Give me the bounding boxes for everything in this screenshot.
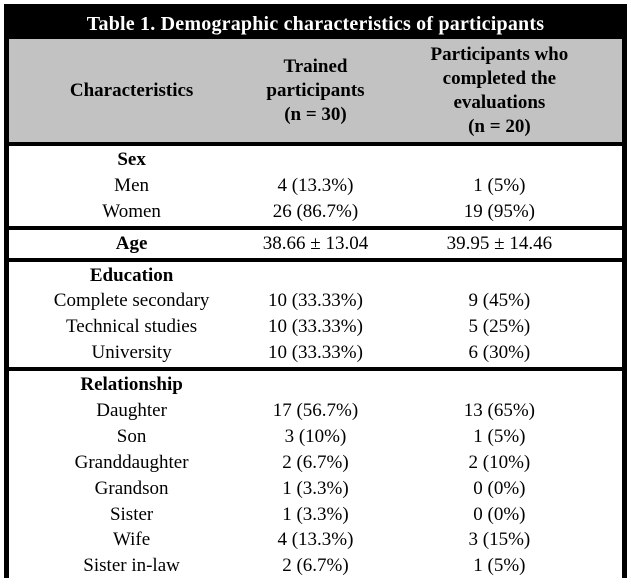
completed-evaluations-value: 1 (5%) [473, 555, 526, 577]
trained-participants-value: 1 (3.3%) [282, 477, 349, 499]
table-section: Education Complete secondary 10 (33.33%) 9 … [9, 262, 622, 372]
row-label: Men [114, 174, 149, 196]
completed-evaluations-value: 5 (25%) [468, 316, 531, 338]
row-label: Grandson [94, 477, 169, 499]
table-row: Technical studies 10 (33.33%) 5 (25%) [9, 314, 622, 340]
table-row: Age 38.66 ± 13.04 39.95 ± 14.46 [9, 231, 622, 257]
table-body: Sex Men 4 (13.3%) 1 (5%) Women 26 (86.7%) 19 (… [9, 146, 622, 581]
trained-participants-value: 2 (6.7%) [282, 555, 349, 577]
table-row: Men 4 (13.3%) 1 (5%) [9, 173, 622, 199]
row-label: Sister in-law [83, 555, 180, 577]
table-row: University 10 (33.33%) 6 (30%) [9, 340, 622, 366]
column-header-completed-evaluations: Participants who completed the evaluatio… [430, 43, 569, 137]
row-label: Granddaughter [74, 451, 189, 473]
table-row: Women 26 (86.7%) 19 (95%) [9, 199, 622, 225]
table-row: Complete secondary 10 (33.33%) 9 (45%) [9, 288, 622, 314]
row-label: Sister [109, 503, 154, 525]
table-row: Relationship [9, 372, 622, 398]
row-label: Daughter [96, 400, 167, 422]
table-row: Sister 1 (3.3%) 0 (0%) [9, 502, 622, 528]
row-label: University [91, 342, 172, 364]
row-category-label: Relationship [80, 374, 183, 396]
row-category-label: Sex [117, 149, 146, 170]
table-section: Sex Men 4 (13.3%) 1 (5%) Women 26 (86.7%) 19 (… [9, 146, 622, 230]
table-row: Son 3 (10%) 1 (5%) [9, 424, 622, 450]
table-row: Grandson 1 (3.3%) 0 (0%) [9, 476, 622, 502]
completed-evaluations-value: 13 (65%) [463, 400, 535, 422]
completed-evaluations-value: 0 (0%) [473, 477, 526, 499]
column-header-characteristics: Characteristics [69, 79, 194, 101]
table-title: Table 1. Demographic characteristics of … [9, 9, 622, 39]
trained-participants-value: 3 (10%) [284, 425, 347, 447]
completed-evaluations-value: 3 (15%) [468, 529, 531, 551]
trained-participants-value: 10 (33.33%) [267, 290, 363, 312]
row-label: Son [116, 425, 147, 447]
trained-participants-value: 4 (13.3%) [277, 529, 354, 551]
column-header-trained-participants: Trained participants (n = 30) [266, 55, 365, 125]
completed-evaluations-value: 0 (0%) [473, 503, 526, 525]
trained-participants-value: 38.66 ± 13.04 [262, 232, 369, 254]
row-label: Complete secondary [53, 290, 210, 312]
table-row: Education [9, 263, 622, 289]
completed-evaluations-value: 1 (5%) [473, 425, 526, 447]
table-section: Age 38.66 ± 13.04 39.95 ± 14.46 [9, 230, 622, 262]
completed-evaluations-value: 6 (30%) [468, 342, 531, 364]
completed-evaluations-value: 19 (95%) [463, 200, 535, 222]
completed-evaluations-value: 2 (10%) [468, 451, 531, 473]
trained-participants-value: 2 (6.7%) [282, 451, 349, 473]
table-header-row: Characteristics Trained participants (n … [9, 39, 622, 146]
trained-participants-value: 4 (13.3%) [277, 174, 354, 196]
table-row: Sex [9, 147, 622, 173]
table-section: Relationship Daughter 17 (56.7%) 13 (65%) So… [9, 371, 622, 580]
row-label: Technical studies [66, 316, 198, 338]
completed-evaluations-value: 39.95 ± 14.46 [446, 232, 553, 254]
table-row: Daughter 17 (56.7%) 13 (65%) [9, 398, 622, 424]
completed-evaluations-value: 9 (45%) [468, 290, 531, 312]
trained-participants-value: 10 (33.33%) [267, 342, 363, 364]
completed-evaluations-value: 1 (5%) [473, 174, 526, 196]
row-category-label: Age [115, 232, 148, 254]
demographics-table: Table 1. Demographic characteristics of … [4, 4, 627, 581]
table-row: Sister in-law 2 (6.7%) 1 (5%) [9, 553, 622, 579]
trained-participants-value: 26 (86.7%) [272, 200, 359, 222]
row-label: Women [102, 200, 161, 222]
table-row: Granddaughter 2 (6.7%) 2 (10%) [9, 450, 622, 476]
trained-participants-value: 1 (3.3%) [282, 503, 349, 525]
trained-participants-value: 10 (33.33%) [267, 316, 363, 338]
row-label: Wife [112, 529, 151, 551]
trained-participants-value: 17 (56.7%) [272, 400, 359, 422]
table-row: Wife 4 (13.3%) 3 (15%) [9, 527, 622, 553]
row-category-label: Education [89, 264, 174, 286]
